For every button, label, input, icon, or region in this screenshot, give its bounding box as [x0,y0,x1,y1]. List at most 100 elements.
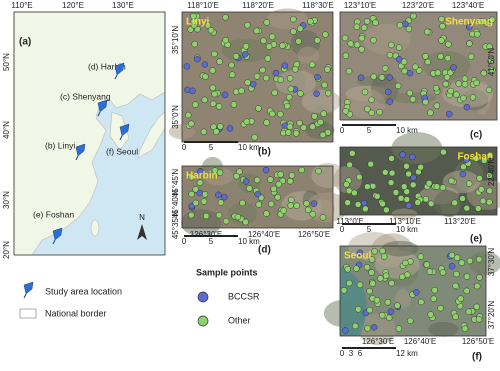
other-point [190,12,197,20]
land-patch [305,192,349,223]
lon-tick: 113°20'E [444,217,476,226]
other-point [439,22,446,30]
other-point [211,50,218,58]
scale-label: 5 [367,225,372,234]
other-point [322,31,329,38]
other-point [317,118,324,126]
other-point [438,15,445,23]
other-point [372,19,379,26]
other-point [287,202,294,209]
other-point [422,98,429,106]
other-point [228,71,236,78]
land-patch [381,240,419,257]
lat-tick: 20°N [2,241,11,259]
scale-bar [184,141,238,143]
other-point [364,183,371,190]
bccsr-point [386,98,394,105]
other-point [307,18,314,25]
lat-tick: 45°40'N [171,190,180,219]
legend-text: Study area location [45,286,122,296]
other-point [360,24,368,31]
other-point [202,212,210,220]
bccsr-point [395,55,403,63]
other-point [427,311,434,318]
bccsr-point [402,20,409,28]
other-point [188,120,195,127]
other-point [286,75,294,82]
bccsr-point [196,189,204,197]
other-point [255,201,263,208]
overview-map [13,11,166,256]
other-point [346,279,353,287]
other-point [356,281,364,289]
other-point [215,211,223,219]
other-point [383,206,390,214]
other-point [285,93,293,101]
bccsr-point [314,73,321,81]
other-point [341,34,349,42]
other-point [239,199,246,207]
other-point [417,253,425,260]
lat-tick: 30°N [2,191,11,209]
other-point [368,96,375,104]
other-point [373,193,381,200]
site-label: (f) Seoul [106,146,138,156]
other-point [439,269,447,276]
other-point [343,181,350,188]
other-point [394,302,401,309]
land-patch [275,69,317,96]
north-label: N [139,213,145,222]
site-name: Linyi [186,17,210,28]
other-point [277,110,284,118]
other-point [320,110,327,117]
pin-stem [23,293,27,299]
lon-tick: 130°E [112,1,134,10]
other-point [291,66,299,73]
bccsr-point [262,166,270,174]
other-point [474,205,482,212]
other-point [356,173,363,181]
other-point [196,179,204,186]
bccsr-point [249,80,257,88]
other-point [263,119,270,126]
site-label: (d) Harbin [88,61,126,71]
other-point [366,306,373,314]
lon-tick: 126°40'E [248,230,280,239]
other-point [290,28,297,35]
other-point [388,279,395,287]
other-point [222,36,229,44]
other-point [463,273,471,280]
other-point [296,119,303,127]
other-point [275,181,283,188]
other-point [366,287,373,295]
other-point [478,186,485,193]
other-point [403,162,410,170]
other-point [228,61,235,69]
other-point [485,86,493,94]
other-point [270,185,277,193]
lat-tick: 45°35'N [171,211,180,240]
other-point [387,179,395,186]
other-point [459,195,466,202]
other-point [463,204,471,212]
other-point [475,316,483,323]
lon-tick: 113°0'E [336,217,363,226]
other-point [489,66,496,74]
other-point [200,198,208,205]
bccsr-point [360,199,368,207]
lat-tick: 35°10'N [171,26,180,55]
other-point [479,197,487,205]
bccsr-point [183,63,191,70]
korea [109,111,130,151]
taiwan [90,219,100,237]
site-name: Shenyang [445,17,493,28]
bccsr-point [241,51,249,58]
other-point [427,109,434,116]
other-point [209,84,217,92]
panel-label: (e) [470,234,482,245]
scale-bar [342,347,396,349]
other-point [265,43,273,50]
other-point [217,199,225,206]
other-point [487,57,495,65]
other-point [392,189,400,196]
